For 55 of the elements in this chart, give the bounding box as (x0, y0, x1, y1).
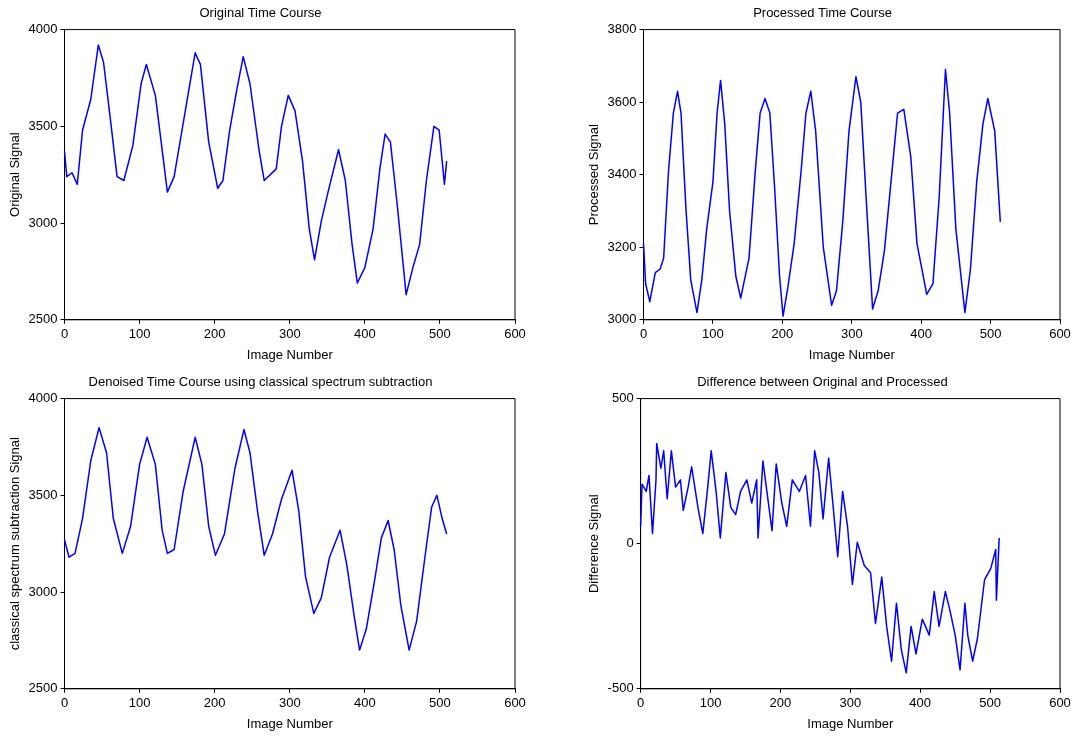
x-tick-label: 500 (429, 695, 451, 711)
y-axis-title: Difference Signal (586, 494, 602, 594)
y-tick-label: 3600 (607, 93, 637, 109)
y-tick-label: 3000 (607, 311, 637, 327)
x-tick-label: 200 (771, 326, 794, 342)
x-tick-label: 300 (839, 695, 862, 711)
y-tick-label: 3500 (28, 117, 58, 133)
x-tick-label: 300 (840, 326, 863, 342)
y-tick-label: 3800 (607, 21, 637, 37)
y-tick-label: 2500 (28, 680, 58, 696)
x-axis-title: Image Number (807, 715, 894, 731)
y-tick-label: 3200 (607, 238, 637, 254)
x-tick-label: 200 (769, 695, 792, 711)
x-tick-label: 100 (128, 326, 151, 342)
x-tick-label: 400 (353, 326, 376, 342)
x-tick-label: 500 (979, 326, 1002, 342)
y-tick-label: -500 (607, 680, 634, 696)
x-tick-label: 400 (909, 695, 932, 711)
chart-title: Processed Time Course (753, 5, 892, 21)
x-tick-label: 300 (278, 326, 301, 342)
x-tick-label: 100 (702, 326, 724, 342)
y-tick-label: 2500 (28, 311, 58, 327)
chart-title: Original Time Course (199, 5, 322, 21)
x-tick-label: 600 (1049, 326, 1071, 342)
x-axis-title: Image Number (808, 346, 896, 362)
chart-title: Difference between Original and Processed (697, 374, 948, 390)
y-tick-label: 3000 (28, 583, 58, 599)
y-tick-label: 0 (626, 535, 634, 551)
y-tick-label: 3400 (607, 166, 637, 182)
x-tick-label: 300 (278, 695, 301, 711)
x-tick-label: 500 (979, 695, 1001, 711)
y-axis-title: classical spectrum subtraction Signal (7, 437, 23, 651)
x-tick-label: 600 (504, 695, 526, 711)
y-axis-title: Processed Signal (586, 124, 602, 226)
y-tick-label: 4000 (28, 390, 58, 406)
y-tick-label: 500 (611, 390, 634, 406)
x-tick-label: 500 (429, 326, 451, 342)
y-tick-label: 3000 (28, 214, 58, 230)
x-tick-label: 0 (639, 326, 648, 342)
x-tick-label: 200 (203, 326, 226, 342)
y-axis-title: Original Signal (7, 132, 23, 217)
x-tick-label: 600 (1049, 695, 1071, 711)
chart-title: Denoised Time Course using classical spectrum subtraction (88, 374, 433, 390)
x-tick-label: 100 (128, 695, 151, 711)
x-tick-label: 400 (910, 326, 933, 342)
x-tick-label: 200 (203, 695, 226, 711)
x-tick-label: 400 (353, 695, 376, 711)
x-axis-title: Image Number (246, 346, 334, 362)
x-tick-label: 600 (504, 326, 526, 342)
y-tick-label: 4000 (28, 21, 58, 37)
x-axis-title: Image Number (246, 715, 334, 731)
x-tick-label: 100 (699, 695, 722, 711)
x-tick-label: 0 (60, 326, 69, 342)
x-tick-label: 0 (60, 695, 69, 711)
y-tick-label: 3500 (28, 486, 58, 502)
